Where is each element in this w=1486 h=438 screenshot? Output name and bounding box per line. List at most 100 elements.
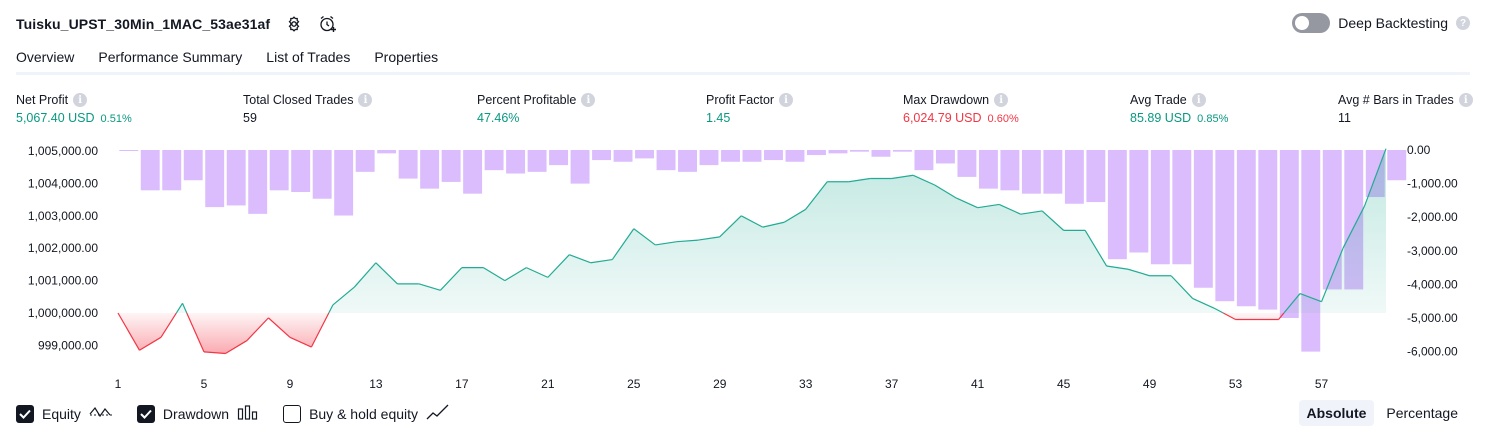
info-icon[interactable]: i <box>994 93 1009 107</box>
equity-line-segment <box>353 262 377 288</box>
info-icon[interactable]: i <box>358 93 373 107</box>
equity-line-segment <box>633 228 656 246</box>
drawdown-bar <box>1301 150 1321 352</box>
equity-line-segment <box>934 184 957 199</box>
equity-line-segment <box>483 267 506 282</box>
x-tick-label: 25 <box>627 377 641 391</box>
tab-performance-summary[interactable]: Performance Summary <box>98 49 243 65</box>
equity-line-segment <box>698 236 720 241</box>
y-left-tick-label: 1,003,000.00 <box>28 209 98 223</box>
equity-line-segment <box>268 317 291 338</box>
settings-icon[interactable] <box>284 14 304 34</box>
drawdown-bar <box>570 150 590 184</box>
metric-value: 85.89 USD <box>1130 111 1192 125</box>
tab-list-of-trades[interactable]: List of Trades <box>266 49 351 65</box>
drawdown-bar <box>850 150 869 152</box>
buy-hold-checkbox[interactable] <box>283 404 302 423</box>
info-icon[interactable]: i <box>779 93 794 107</box>
info-icon[interactable]: i <box>1191 93 1206 107</box>
equity-line-segment <box>504 267 527 282</box>
equity-line-segment <box>1106 265 1129 270</box>
equity-line-segment <box>418 283 441 291</box>
equity-line-segment <box>611 228 635 260</box>
info-icon[interactable]: i <box>581 93 596 107</box>
x-tick-label: 17 <box>455 377 469 391</box>
drawdown-bar <box>484 150 504 171</box>
legend-buy-hold-equity[interactable]: Buy & hold equity <box>283 403 450 424</box>
drawdown-bar <box>1236 150 1256 307</box>
percentage-button[interactable]: Percentage <box>1386 405 1458 421</box>
equity-line-segment <box>1192 297 1215 309</box>
drawdown-bar <box>785 150 805 162</box>
drawdown-bar <box>1150 150 1170 265</box>
equity-line-segment <box>117 312 141 351</box>
header: Tuisku_UPST_30Min_1MAC_53ae31af <box>16 12 338 36</box>
equity-line-segment <box>181 303 188 314</box>
y-right-tick-label: -1,000.00 <box>1407 177 1458 191</box>
x-tick-label: 37 <box>885 377 899 391</box>
equity-line-segment <box>160 312 177 338</box>
drawdown-bar <box>892 150 912 152</box>
equity-line-segment <box>547 254 570 278</box>
strategy-name: Tuisku_UPST_30Min_1MAC_53ae31af <box>16 16 271 32</box>
equity-line-segment <box>783 208 807 223</box>
drawdown-bar <box>742 150 762 162</box>
drawdown-bar <box>871 150 891 157</box>
equity-line-segment <box>175 302 183 314</box>
legend-drawdown[interactable]: Drawdown <box>136 403 259 424</box>
equity-line-segment <box>1299 293 1322 303</box>
equity-checkbox[interactable] <box>16 404 34 423</box>
tab-properties[interactable]: Properties <box>374 49 439 65</box>
metric-value: 47.46% <box>477 111 520 125</box>
drawdown-bar <box>205 150 225 208</box>
absolute-button[interactable]: Absolute <box>1298 400 1375 426</box>
y-right-tick-label: -6,000.00 <box>1407 345 1458 359</box>
drawdown-bar <box>269 150 289 191</box>
metric-percent: 0.85% <box>1197 113 1229 125</box>
equity-line-segment <box>203 351 226 355</box>
add-alert-icon[interactable] <box>318 14 338 34</box>
drawdown-bar <box>1387 150 1407 181</box>
metric-percent-profitable: Percent Profitable i 47.46% <box>477 93 596 125</box>
equity-line-segment <box>569 254 592 264</box>
equity-line-segment <box>848 177 871 183</box>
drawdown-checkbox[interactable] <box>136 404 155 423</box>
deep-backtesting-label: Deep Backtesting <box>1338 15 1448 31</box>
y-right-tick-label: -2,000.00 <box>1407 210 1458 224</box>
equity-line-segment <box>439 267 463 291</box>
equity-drawdown-chart[interactable]: 1,005,000.00 1,004,000.00 1,003,000.00 1,00… <box>0 140 1486 395</box>
drawdown-bar <box>441 150 461 182</box>
drawdown-bar <box>334 150 354 216</box>
drawdown-bar <box>699 150 719 166</box>
metric-profit-factor: Profit Factor i 1.45 <box>706 93 794 125</box>
deep-backtesting-toggle[interactable] <box>1292 13 1331 33</box>
metric-value: 11 <box>1338 111 1351 125</box>
equity-line-segment <box>1170 275 1194 299</box>
equity-line-segment <box>762 221 785 228</box>
x-tick-label: 5 <box>201 377 208 391</box>
info-icon[interactable]: i <box>1458 93 1473 107</box>
info-icon[interactable]: i <box>73 93 88 107</box>
equity-line-segment <box>1278 312 1285 320</box>
legend-equity[interactable]: Equity <box>16 403 113 424</box>
metric-label: Avg # Bars in Trades <box>1338 93 1454 107</box>
equity-line-segment <box>1283 293 1301 314</box>
y-right-tick-label: -4,000.00 <box>1407 277 1458 291</box>
x-tick-label: 45 <box>1057 377 1071 391</box>
equity-line-segment <box>310 312 330 348</box>
help-icon[interactable]: ? <box>1456 16 1470 30</box>
equity-line-segment <box>1213 307 1224 314</box>
equity-line-segment <box>186 312 205 353</box>
drawdown-bar <box>1086 150 1106 203</box>
drawdown-bar <box>549 150 569 166</box>
x-axis: 1 5 9 13 17 21 25 29 33 37 41 45 49 53 57 <box>115 377 1329 391</box>
drawdown-bar <box>1215 150 1235 302</box>
metric-avg-trade: Avg Trade i 85.89 USD 0.85% <box>1130 93 1228 125</box>
drawdown-bar <box>613 150 633 162</box>
equity-line-segment <box>1041 210 1065 231</box>
tabs-divider <box>16 72 1470 75</box>
x-tick-label: 1 <box>115 377 122 391</box>
tab-overview[interactable]: Overview <box>16 45 75 75</box>
buy-hold-line-icon <box>426 403 450 424</box>
metric-total-closed-trades: Total Closed Trades i 59 <box>243 93 373 125</box>
